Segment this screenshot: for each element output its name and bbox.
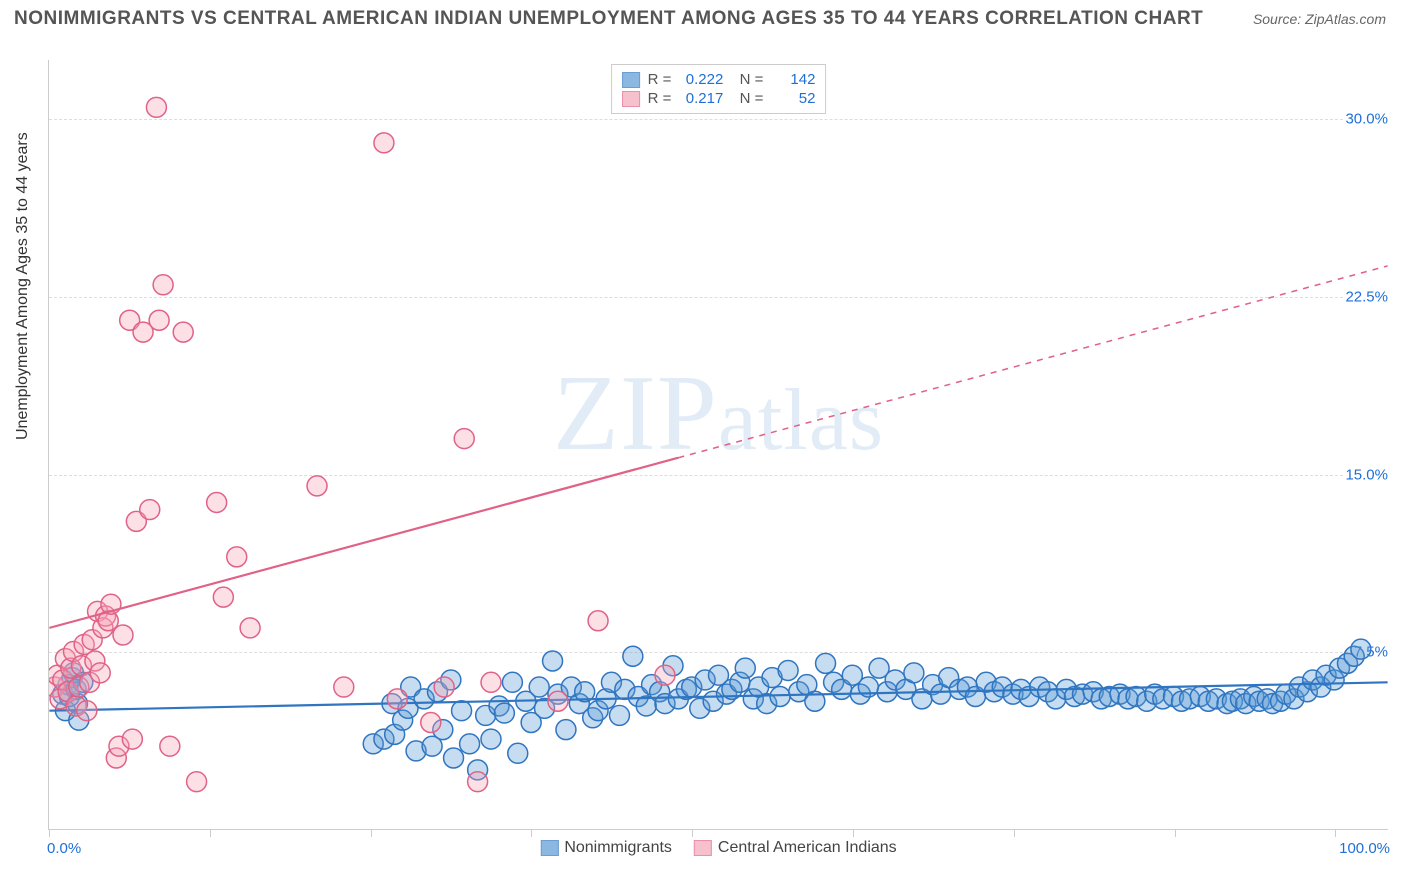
data-point-central_american_indians	[334, 677, 354, 697]
swatch-series-1	[622, 72, 640, 88]
x-tick	[49, 829, 50, 837]
data-point-nonimmigrants	[444, 748, 464, 768]
trend-line-central_american_indians	[49, 458, 678, 628]
data-point-nonimmigrants	[529, 677, 549, 697]
data-point-central_american_indians	[160, 736, 180, 756]
n-label: N =	[731, 71, 763, 88]
x-tick	[1014, 829, 1015, 837]
title-bar: NONIMMIGRANTS VS CENTRAL AMERICAN INDIAN…	[0, 0, 1406, 34]
data-point-central_american_indians	[655, 665, 675, 685]
data-point-nonimmigrants	[816, 653, 836, 673]
n-value-1: 142	[771, 71, 815, 88]
trend-line-dashed-central_american_indians	[678, 266, 1387, 458]
x-tick	[371, 829, 372, 837]
legend-bottom: Nonimmigrants Central American Indians	[540, 839, 896, 857]
data-point-central_american_indians	[187, 772, 207, 792]
x-tick	[692, 829, 693, 837]
data-point-central_american_indians	[387, 689, 407, 709]
data-point-central_american_indians	[227, 547, 247, 567]
data-point-central_american_indians	[548, 691, 568, 711]
chart-title: NONIMMIGRANTS VS CENTRAL AMERICAN INDIAN…	[14, 8, 1203, 30]
legend-item-1: Nonimmigrants	[540, 839, 672, 857]
source-attribution: Source: ZipAtlas.com	[1253, 11, 1386, 27]
data-point-nonimmigrants	[460, 734, 480, 754]
legend-label-2: Central American Indians	[718, 839, 897, 857]
legend-stats-box: R = 0.222 N = 142 R = 0.217 N = 52	[611, 64, 827, 114]
data-point-nonimmigrants	[735, 658, 755, 678]
swatch-series-2	[622, 91, 640, 107]
data-point-nonimmigrants	[556, 720, 576, 740]
data-point-central_american_indians	[588, 611, 608, 631]
data-point-central_american_indians	[173, 322, 193, 342]
legend-item-2: Central American Indians	[694, 839, 897, 857]
x-tick	[531, 829, 532, 837]
data-point-nonimmigrants	[623, 646, 643, 666]
n-value-2: 52	[771, 90, 815, 107]
data-point-central_american_indians	[77, 701, 97, 721]
data-point-nonimmigrants	[543, 651, 563, 671]
data-point-central_american_indians	[207, 492, 227, 512]
data-point-central_american_indians	[374, 133, 394, 153]
r-value-1: 0.222	[679, 71, 723, 88]
x-tick	[1175, 829, 1176, 837]
data-point-central_american_indians	[454, 429, 474, 449]
data-point-central_american_indians	[240, 618, 260, 638]
data-point-nonimmigrants	[494, 703, 514, 723]
x-tick	[853, 829, 854, 837]
data-point-nonimmigrants	[1351, 639, 1371, 659]
legend-stats-row-1: R = 0.222 N = 142	[622, 71, 816, 88]
x-tick	[210, 829, 211, 837]
data-point-nonimmigrants	[770, 687, 790, 707]
data-point-central_american_indians	[146, 97, 166, 117]
x-tick	[1335, 829, 1336, 837]
data-point-central_american_indians	[421, 713, 441, 733]
x-axis-max-label: 100.0%	[1339, 840, 1390, 857]
data-point-nonimmigrants	[502, 672, 522, 692]
data-point-nonimmigrants	[778, 660, 798, 680]
legend-label-1: Nonimmigrants	[564, 839, 672, 857]
chart-plot-area: ZIPatlas R = 0.222 N = 142 R = 0.217 N =…	[48, 60, 1388, 830]
data-point-central_american_indians	[468, 772, 488, 792]
data-point-central_american_indians	[140, 500, 160, 520]
data-point-nonimmigrants	[508, 743, 528, 763]
scatter-svg	[49, 60, 1388, 829]
data-point-central_american_indians	[90, 663, 110, 683]
y-axis-title: Unemployment Among Ages 35 to 44 years	[14, 132, 32, 440]
data-point-central_american_indians	[149, 310, 169, 330]
data-point-nonimmigrants	[904, 663, 924, 683]
data-point-central_american_indians	[153, 275, 173, 295]
r-value-2: 0.217	[679, 90, 723, 107]
data-point-central_american_indians	[434, 677, 454, 697]
data-point-central_american_indians	[122, 729, 142, 749]
data-point-nonimmigrants	[481, 729, 501, 749]
swatch-series-2-bottom	[694, 840, 712, 856]
x-axis-min-label: 0.0%	[47, 840, 81, 857]
data-point-nonimmigrants	[609, 705, 629, 725]
data-point-central_american_indians	[481, 672, 501, 692]
swatch-series-1-bottom	[540, 840, 558, 856]
r-label: R =	[648, 90, 672, 107]
data-point-central_american_indians	[307, 476, 327, 496]
n-label: N =	[731, 90, 763, 107]
r-label: R =	[648, 71, 672, 88]
legend-stats-row-2: R = 0.217 N = 52	[622, 90, 816, 107]
data-point-central_american_indians	[213, 587, 233, 607]
data-point-central_american_indians	[113, 625, 133, 645]
data-point-nonimmigrants	[452, 701, 472, 721]
